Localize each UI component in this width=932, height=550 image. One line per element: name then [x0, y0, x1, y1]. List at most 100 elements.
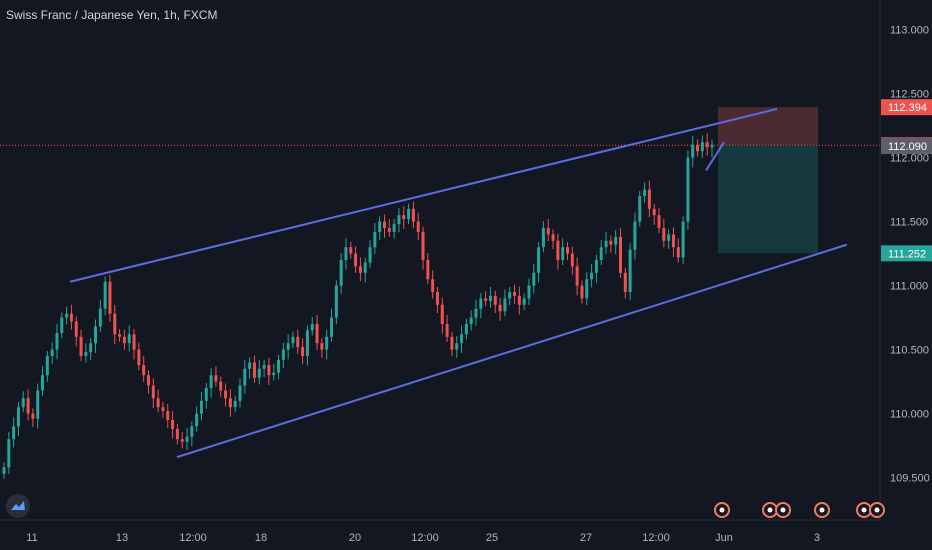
- price-label-bg: [881, 138, 932, 155]
- candle-body: [301, 347, 305, 356]
- candle-body: [638, 196, 642, 222]
- x-tick-label: 20: [349, 532, 361, 544]
- candle-body: [416, 221, 420, 232]
- candle-body: [556, 240, 560, 260]
- x-tick-label: 12:00: [411, 532, 439, 544]
- candle-body: [474, 308, 478, 318]
- candle-body: [79, 336, 83, 356]
- candle-body: [122, 336, 126, 344]
- candle-body: [469, 317, 473, 324]
- candle-body: [286, 343, 290, 350]
- candle-body: [623, 272, 627, 292]
- candle-body: [180, 439, 184, 442]
- candle-body: [310, 324, 314, 331]
- candle-body: [378, 221, 382, 232]
- x-tick-label: 25: [486, 532, 498, 544]
- candle-body: [373, 231, 377, 248]
- candle-body: [681, 221, 685, 258]
- candles: [2, 133, 714, 479]
- tradingview-logo-icon[interactable]: [6, 494, 30, 518]
- candle-body: [132, 334, 136, 350]
- candle-body: [488, 295, 492, 301]
- candle-body: [243, 368, 247, 386]
- candle-body: [349, 247, 353, 254]
- candle-body: [387, 228, 391, 232]
- candle-body: [691, 144, 695, 158]
- candle-body: [570, 253, 574, 267]
- channel-mini-line[interactable]: [705, 141, 725, 171]
- candle-body: [219, 381, 223, 391]
- candle-body: [508, 292, 512, 299]
- candle-body: [445, 324, 449, 337]
- candle-body: [484, 298, 488, 301]
- candle-body: [431, 279, 435, 292]
- candle-body: [382, 221, 386, 228]
- candle-body: [599, 247, 603, 260]
- y-tick-label: 113.000: [890, 25, 929, 37]
- y-tick-label: 111.500: [890, 217, 928, 229]
- candle-body: [450, 336, 454, 350]
- candle-body: [108, 281, 112, 314]
- candle-body: [199, 400, 203, 414]
- event-dot-icon: [819, 507, 825, 513]
- candle-body: [435, 292, 439, 305]
- x-tick-label: 27: [580, 532, 592, 544]
- candle-body: [604, 240, 608, 248]
- candle-body: [460, 334, 464, 344]
- candle-body: [513, 292, 517, 296]
- symbol-title: Swiss Franc / Japanese Yen, 1h, FXCM: [6, 8, 218, 22]
- candle-body: [421, 231, 425, 260]
- candle-body: [440, 304, 444, 324]
- time-axis[interactable]: 11 13 12:00 18 20 12:00 25 27 12:00 Jun 3: [0, 519, 880, 544]
- candle-body: [137, 349, 141, 365]
- candle-body: [267, 364, 271, 376]
- x-tick-label: 13: [116, 532, 128, 544]
- price-axis[interactable]: 113.000 112.500 112.000 111.500 111.000 110.5…: [879, 0, 932, 550]
- y-tick-label: 112.000: [890, 153, 929, 165]
- event-dot-icon: [767, 507, 773, 513]
- candle-body: [334, 285, 338, 318]
- candle-body: [224, 390, 228, 399]
- candle-body: [84, 352, 88, 356]
- x-tick-label: 18: [255, 532, 267, 544]
- candle-body: [411, 208, 415, 222]
- candle-body: [537, 247, 541, 273]
- candle-body: [363, 262, 367, 273]
- economic-events[interactable]: [714, 502, 885, 518]
- candle-body: [315, 324, 319, 344]
- candle-body: [233, 400, 237, 408]
- candle-body: [527, 285, 531, 299]
- event-dot-icon: [780, 507, 786, 513]
- candle-body: [127, 334, 131, 344]
- trend-channel[interactable]: [69, 107, 848, 459]
- price-label-bid: 112.090: [888, 141, 927, 153]
- candle-body: [41, 375, 45, 391]
- candle-body: [252, 362, 256, 378]
- candle-body: [26, 398, 30, 414]
- channel-upper-line[interactable]: [69, 107, 778, 283]
- candle-body: [50, 349, 54, 356]
- channel-lower-line[interactable]: [176, 243, 848, 459]
- candle-body: [36, 390, 40, 419]
- candle-body: [657, 215, 661, 228]
- candle-body: [89, 343, 93, 353]
- y-tick-label: 109.500: [890, 473, 930, 485]
- candle-body: [339, 260, 343, 286]
- price-label-target: 111.252: [888, 248, 926, 260]
- candle-body: [594, 260, 598, 273]
- candle-body: [354, 253, 358, 267]
- candle-body: [262, 364, 266, 369]
- candle-body: [209, 375, 213, 388]
- x-tick-label: 12:00: [642, 532, 670, 544]
- candle-body: [166, 411, 170, 420]
- y-tick-label: 110.500: [890, 345, 929, 357]
- take-profit-zone: [718, 145, 818, 254]
- price-label-bg: [881, 245, 932, 262]
- candle-body: [161, 407, 165, 412]
- candle-body: [55, 332, 59, 350]
- candle-body: [618, 236, 622, 273]
- x-tick-label: 12:00: [179, 532, 207, 544]
- candle-body: [580, 285, 584, 299]
- price-label-stop: 112.394: [888, 102, 927, 114]
